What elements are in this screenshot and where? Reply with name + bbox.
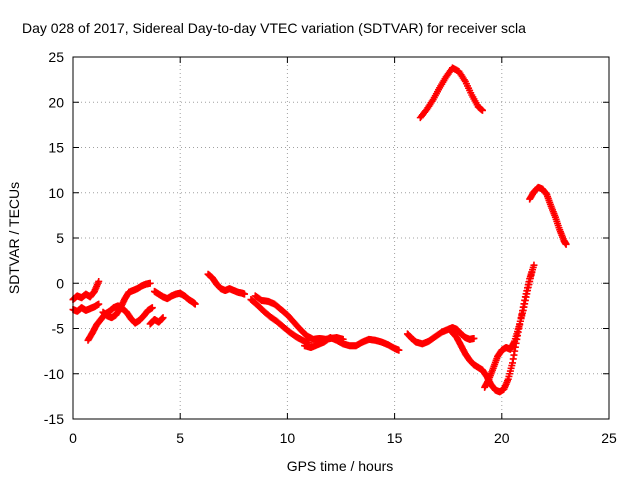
- series-track-4: [99, 279, 154, 322]
- data-point: [95, 300, 103, 308]
- data-point: [470, 334, 478, 342]
- y-tick-label: 20: [48, 94, 64, 110]
- y-tick-label: 10: [48, 185, 64, 201]
- x-tick-label: 25: [601, 430, 617, 446]
- series-track-2: [69, 300, 103, 315]
- y-tick-label: 15: [48, 140, 64, 156]
- series-track-13: [481, 268, 536, 391]
- series-track-11: [403, 324, 478, 348]
- data-point: [191, 300, 199, 308]
- x-tick-label: 15: [387, 430, 403, 446]
- y-tick-label: -5: [52, 321, 65, 337]
- y-tick-label: 0: [56, 275, 64, 291]
- data-point: [479, 106, 487, 114]
- data-point: [95, 277, 103, 285]
- series-track-5: [146, 314, 167, 328]
- data-point: [562, 240, 570, 248]
- grid: [73, 57, 609, 419]
- x-axis-label: GPS time / hours: [287, 458, 394, 474]
- series-track-10: [301, 334, 403, 354]
- y-tick-label: -10: [44, 366, 64, 382]
- data-point: [146, 279, 154, 287]
- data-point: [530, 261, 538, 269]
- x-tick-label: 20: [494, 430, 510, 446]
- series-track-15: [526, 183, 570, 248]
- data-point: [159, 314, 167, 322]
- y-axis-label: SDTVAR / TECUs: [6, 182, 22, 294]
- y-tick-label: 5: [56, 230, 64, 246]
- x-tick-label: 0: [69, 430, 77, 446]
- y-tick-label: -15: [44, 411, 64, 427]
- axes: 0 5 10 15 20 25 -15 -10 -5 0 5 10 15 20 25: [44, 49, 617, 446]
- plot-area: [69, 64, 570, 396]
- data-point: [528, 268, 536, 276]
- data-point: [241, 290, 249, 298]
- x-tick-label: 5: [176, 430, 184, 446]
- series-track-14: [416, 64, 487, 122]
- data-point: [148, 304, 156, 312]
- data-point: [395, 346, 403, 354]
- series-track-6: [150, 287, 199, 308]
- series-track-7: [204, 270, 249, 298]
- chart-title: Day 028 of 2017, Sidereal Day-to-day VTE…: [22, 20, 526, 36]
- y-tick-label: 25: [48, 49, 64, 65]
- x-tick-label: 10: [280, 430, 296, 446]
